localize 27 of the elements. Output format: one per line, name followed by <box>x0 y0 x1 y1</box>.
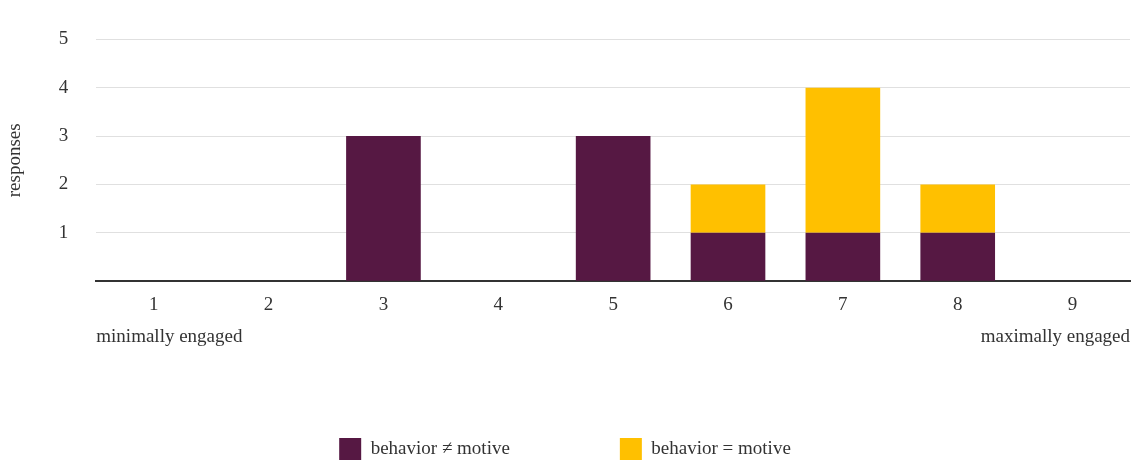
y-tick-label: 1 <box>58 220 69 242</box>
bar <box>346 136 421 281</box>
bar <box>805 232 881 281</box>
x-tick-label: 6 <box>723 292 733 314</box>
x-tick-label: 5 <box>608 292 618 314</box>
text: maximally engaged <box>980 324 1131 346</box>
x-tick-label: 4 <box>493 292 504 314</box>
bar <box>805 87 881 233</box>
bar <box>575 136 651 281</box>
legend-label: behavior ≠ motive <box>370 436 510 458</box>
y-axis-title: responses <box>3 123 25 198</box>
bar <box>690 184 766 233</box>
y-tick-label: 4 <box>58 75 69 97</box>
legend-label: behavior = motive <box>651 436 791 458</box>
x-tick-label: 3 <box>378 292 389 314</box>
text: minimally engaged <box>96 324 243 346</box>
y-tick-label: 3 <box>58 124 69 146</box>
x-tick-label: 2 <box>263 292 274 314</box>
x-tick-label: 9 <box>1067 292 1078 314</box>
bar <box>920 232 996 281</box>
bar <box>690 232 766 281</box>
y-tick-label: 2 <box>58 172 69 194</box>
x-tick-label: 7 <box>838 292 848 314</box>
bar <box>920 184 996 233</box>
x-tick-label: 8 <box>952 292 963 314</box>
y-tick-label: 5 <box>58 27 69 49</box>
x-tick-label: 1 <box>148 292 159 314</box>
